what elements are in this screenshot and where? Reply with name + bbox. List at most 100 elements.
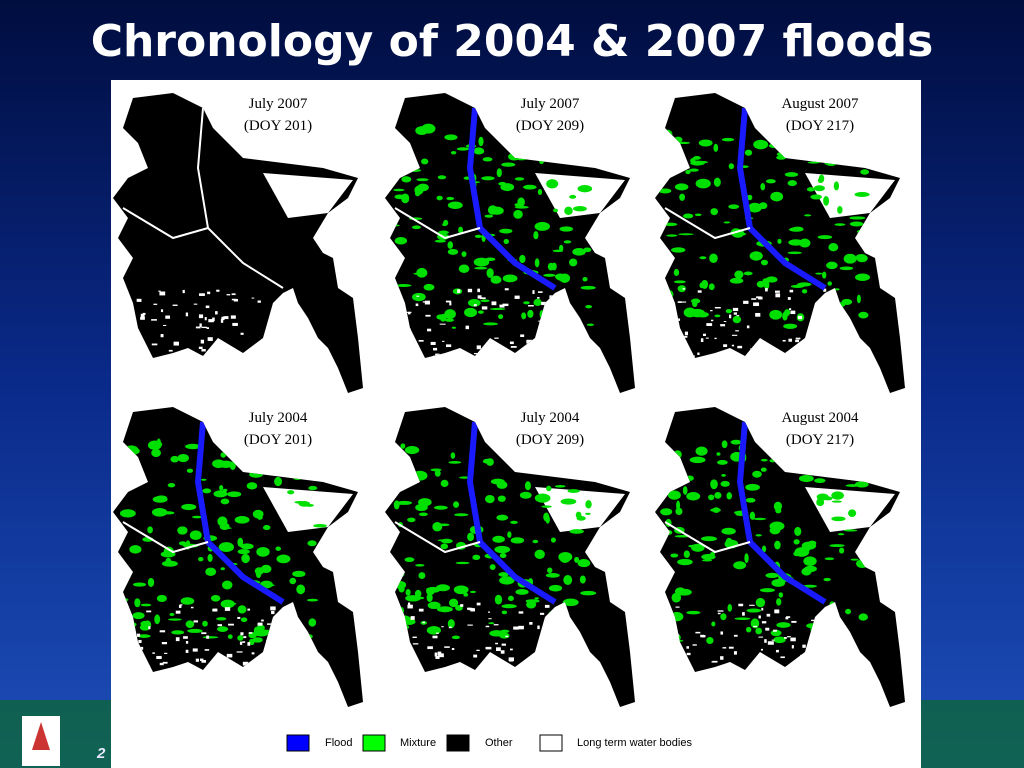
mixture-patch	[720, 613, 727, 621]
water-speck	[159, 291, 166, 296]
mixture-patch	[405, 595, 421, 602]
water-speck	[434, 652, 438, 657]
water-speck	[205, 305, 210, 309]
water-speck	[428, 329, 431, 332]
mixture-patch	[416, 178, 429, 182]
mixture-patch	[440, 543, 449, 550]
water-speck	[795, 339, 800, 343]
mixture-patch	[550, 537, 556, 543]
mixture-patch	[721, 527, 736, 535]
mixture-patch	[472, 554, 481, 561]
mixture-patch	[396, 500, 413, 505]
mixture-patch	[437, 175, 447, 180]
water-speck	[692, 644, 697, 646]
mixture-patch	[583, 247, 592, 253]
mixture-patch	[308, 485, 318, 491]
mixture-patch	[453, 585, 469, 595]
mixture-patch	[256, 624, 265, 631]
mixture-patch	[534, 549, 545, 559]
mixture-patch	[586, 323, 595, 326]
mixture-patch	[708, 283, 715, 291]
legend-label: Other	[485, 737, 513, 749]
water-speck	[780, 656, 785, 659]
mixture-patch	[815, 272, 823, 275]
water-speck	[789, 289, 794, 293]
mixture-patch	[140, 603, 152, 607]
water-speck	[231, 298, 237, 301]
water-speck	[705, 337, 709, 339]
water-speck	[735, 330, 739, 332]
mixture-patch	[473, 257, 490, 267]
water-speck	[714, 306, 721, 309]
water-speck	[465, 325, 470, 330]
water-speck	[518, 611, 524, 614]
mixture-patch	[501, 604, 517, 609]
water-speck	[502, 303, 509, 307]
mixture-patch	[502, 274, 518, 283]
water-speck	[432, 347, 438, 351]
water-speck	[782, 339, 786, 342]
mixture-patch	[216, 626, 229, 632]
mixture-patch	[831, 491, 844, 500]
mixture-patch	[721, 474, 726, 477]
mixture-patch	[421, 158, 429, 165]
mixture-patch	[823, 577, 831, 582]
mixture-patch	[799, 474, 814, 483]
water-speck	[760, 648, 764, 651]
water-speck	[491, 301, 497, 306]
water-speck	[684, 331, 689, 336]
mixture-patch	[543, 512, 550, 522]
water-speck	[138, 639, 142, 643]
mixture-patch	[171, 630, 185, 635]
water-speck	[473, 352, 479, 355]
mixture-patch	[817, 177, 823, 184]
mixture-patch	[753, 517, 767, 521]
mixture-patch	[418, 572, 426, 580]
water-speck	[239, 641, 243, 645]
legend-swatch	[539, 734, 563, 752]
mixture-patch	[713, 143, 719, 152]
mixture-patch	[137, 634, 151, 638]
water-speck	[761, 621, 767, 624]
water-speck	[480, 297, 486, 300]
mixture-patch	[418, 512, 428, 517]
mixture-patch	[677, 558, 693, 566]
mixture-patch	[829, 544, 845, 548]
mixture-patch	[860, 169, 870, 175]
legend-label: Long term water bodies	[577, 737, 692, 749]
mixture-patch	[412, 292, 426, 302]
water-speck	[488, 611, 491, 613]
water-speck	[224, 607, 231, 611]
mixture-patch	[716, 452, 721, 456]
water-speck	[761, 607, 764, 611]
water-speck	[247, 608, 251, 611]
water-speck	[175, 637, 180, 642]
panel-label: (DOY 217)	[786, 432, 854, 448]
water-speck	[722, 647, 727, 649]
water-speck	[179, 604, 183, 606]
mixture-patch	[447, 248, 459, 255]
mixture-patch	[525, 599, 540, 603]
water-speck	[501, 643, 506, 646]
mixture-patch	[671, 247, 686, 253]
mixture-patch	[450, 151, 457, 155]
mixture-patch	[666, 234, 678, 237]
water-speck	[198, 346, 203, 350]
water-speck	[215, 311, 218, 315]
mixture-patch	[747, 202, 762, 213]
mixture-patch	[551, 262, 557, 271]
mixture-patch	[813, 185, 825, 192]
mixture-patch	[845, 484, 860, 487]
mixture-patch	[547, 567, 553, 574]
water-speck	[163, 324, 167, 327]
mixture-patch	[769, 309, 783, 320]
panel-label: (DOY 209)	[516, 432, 584, 448]
mixture-patch	[826, 261, 838, 270]
mixture-patch	[494, 594, 503, 605]
mixture-patch	[289, 577, 297, 585]
water-speck	[784, 637, 787, 639]
mixture-patch	[253, 629, 269, 637]
mixture-patch	[503, 238, 510, 244]
mixture-patch	[745, 626, 752, 633]
water-speck	[710, 310, 713, 312]
